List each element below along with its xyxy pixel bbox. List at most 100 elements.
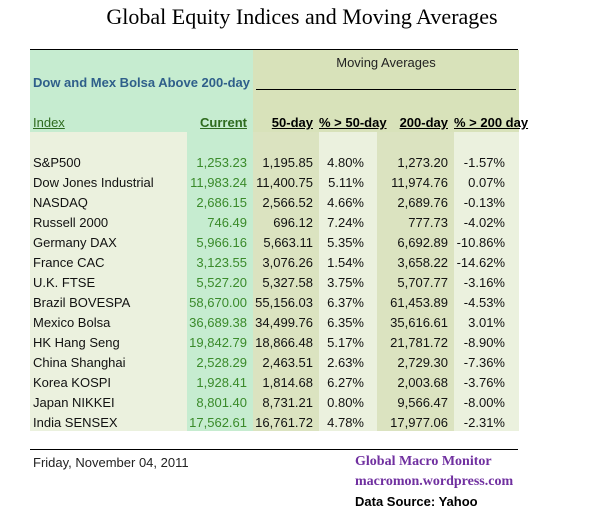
table-row: China Shanghai 2,528.29 2,463.51 2.63% 2,729… <box>0 355 604 375</box>
current-value: 5,527.20 <box>196 275 247 290</box>
current-value: 19,842.79 <box>189 335 247 350</box>
pct200-value: -2.31% <box>463 415 505 430</box>
pct50-value: 5.11% <box>328 175 364 190</box>
index-name: S&P500 <box>33 155 81 170</box>
pct200-value: 3.01% <box>468 315 505 330</box>
current-value: 5,966.16 <box>196 235 247 250</box>
index-name: Germany DAX <box>33 235 117 250</box>
index-name: Brazil BOVESPA <box>33 295 131 310</box>
ma50-value: 18,866.48 <box>255 335 313 350</box>
ma200-value: 1,273.20 <box>397 155 448 170</box>
ma200-value: 35,616.61 <box>390 315 448 330</box>
table-row: France CAC 3,123.55 3,076.26 1.54% 3,658.22-… <box>0 255 604 275</box>
ma50-value: 34,499.76 <box>255 315 313 330</box>
ma200-value: 11,974.76 <box>391 175 448 190</box>
ma200-value: 2,729.30 <box>397 355 448 370</box>
index-name: France CAC <box>33 255 105 270</box>
current-value: 8,801.40 <box>196 395 247 410</box>
index-name: Dow Jones Industrial <box>33 175 154 190</box>
ma50-value: 2,463.51 <box>262 355 313 370</box>
pct200-value: -4.02% <box>463 215 505 230</box>
pct50-value: 0.80% <box>327 395 364 410</box>
index-name: China Shanghai <box>33 355 126 370</box>
current-value: 36,689.38 <box>189 315 247 330</box>
brand-site: macromon.wordpress.com <box>355 474 514 489</box>
ma50-value: 16,761.72 <box>255 415 313 430</box>
pct200-value: 0.07% <box>468 175 505 190</box>
ma200-value: 9,566.47 <box>397 395 448 410</box>
ma200-value: 6,692.89 <box>397 235 448 250</box>
ma50-value: 11,400.75 <box>256 175 313 190</box>
pct200-value: -3.16% <box>463 275 505 290</box>
data-source: Data Source: Yahoo <box>355 494 478 509</box>
pct200-col-bg <box>454 132 519 431</box>
index-name: India SENSEX <box>33 415 118 430</box>
pct50-value: 1.54% <box>327 255 364 270</box>
current-value: 17,562.61 <box>189 415 247 430</box>
ma200-value: 21,781.72 <box>390 335 448 350</box>
ma50-value: 1,814.68 <box>262 375 313 390</box>
pct50-value: 7.24% <box>327 215 364 230</box>
col-header-current: Current <box>200 115 247 130</box>
pct200-value: -8.00% <box>463 395 505 410</box>
ma50-value: 2,566.52 <box>262 195 313 210</box>
pct50-value: 4.78% <box>327 415 364 430</box>
index-name: Japan NIKKEI <box>33 395 115 410</box>
top-divider <box>30 49 518 50</box>
table-row: Dow Jones Industrial 11,983.24 11,400.75 5.… <box>0 175 604 195</box>
ma200-value: 777.73 <box>408 215 448 230</box>
current-value: 3,123.55 <box>196 255 247 270</box>
index-name: Korea KOSPI <box>33 375 112 390</box>
pct200-value: -10.86% <box>456 235 505 250</box>
header-right-bg <box>253 50 519 132</box>
current-value: 746.49 <box>207 215 247 230</box>
pct200-value: -7.36% <box>463 355 505 370</box>
moving-averages-header: Moving Averages <box>336 55 436 70</box>
index-col-bg <box>30 132 187 431</box>
report-date: Friday, November 04, 2011 <box>33 455 189 470</box>
table-row: U.K. FTSE 5,527.20 5,327.58 3.75% 5,707.77 -3… <box>0 275 604 295</box>
chart-title: Global Equity Indices and Moving Average… <box>106 4 498 29</box>
pct200-value: -14.62% <box>456 255 505 270</box>
ma200-value: 2,003.68 <box>397 375 448 390</box>
pct200-value: -8.90% <box>463 335 505 350</box>
pct50-value: 5.17% <box>327 335 364 350</box>
pct50-value: 6.35% <box>327 315 364 330</box>
table-row: NASDAQ 2,686.15 2,566.52 4.66% 2,689.76 -0.13… <box>0 195 604 215</box>
current-col-bg <box>187 132 253 431</box>
table-row: S&P500 1,253.23 1,195.85 4.80% 1,273.20 -1.57… <box>0 155 604 175</box>
header-left-bg <box>30 50 253 132</box>
current-value: 11,983.24 <box>190 175 247 190</box>
current-value: 2,528.29 <box>196 355 247 370</box>
ma50-value: 5,663.11 <box>263 235 313 250</box>
table-row: Germany DAX 5,966.16 5,663.11 5.35% 6,692.89… <box>0 235 604 255</box>
ma200-value: 5,707.77 <box>397 275 448 290</box>
ma50-col-bg <box>253 132 319 431</box>
footer-divider <box>30 449 518 450</box>
current-value: 1,253.23 <box>196 155 247 170</box>
table-row: India SENSEX 17,562.61 16,761.72 4.78% 17,97… <box>0 415 604 435</box>
ma200-value: 17,977.06 <box>390 415 448 430</box>
ma50-value: 1,195.85 <box>262 155 313 170</box>
index-name: U.K. FTSE <box>33 275 96 290</box>
pct50-value: 4.66% <box>327 195 364 210</box>
col-header-index: Index <box>33 115 65 130</box>
pct50-value: 2.63% <box>327 355 364 370</box>
ma50-value: 55,156.03 <box>255 295 313 310</box>
ma200-col-bg <box>377 132 454 431</box>
pct200-value: -0.13% <box>463 195 505 210</box>
index-name: HK Hang Seng <box>33 335 120 350</box>
pct50-col-bg <box>319 132 377 431</box>
pct50-value: 5.35% <box>327 235 364 250</box>
current-value: 1,928.41 <box>196 375 247 390</box>
subtitle: Dow and Mex Bolsa Above 200-day <box>33 75 250 90</box>
ma200-value: 2,689.76 <box>397 195 448 210</box>
pct200-value: -1.57% <box>463 155 505 170</box>
ma50-value: 5,327.58 <box>262 275 313 290</box>
pct50-value: 4.80% <box>327 155 364 170</box>
current-value: 58,670.00 <box>189 295 247 310</box>
col-header-pct50: % > 50-day <box>319 115 387 130</box>
ma200-value: 61,453.89 <box>390 295 448 310</box>
table-row: Japan NIKKEI 8,801.40 8,731.21 0.80% 9,566.4… <box>0 395 604 415</box>
ma50-value: 696.12 <box>273 215 313 230</box>
